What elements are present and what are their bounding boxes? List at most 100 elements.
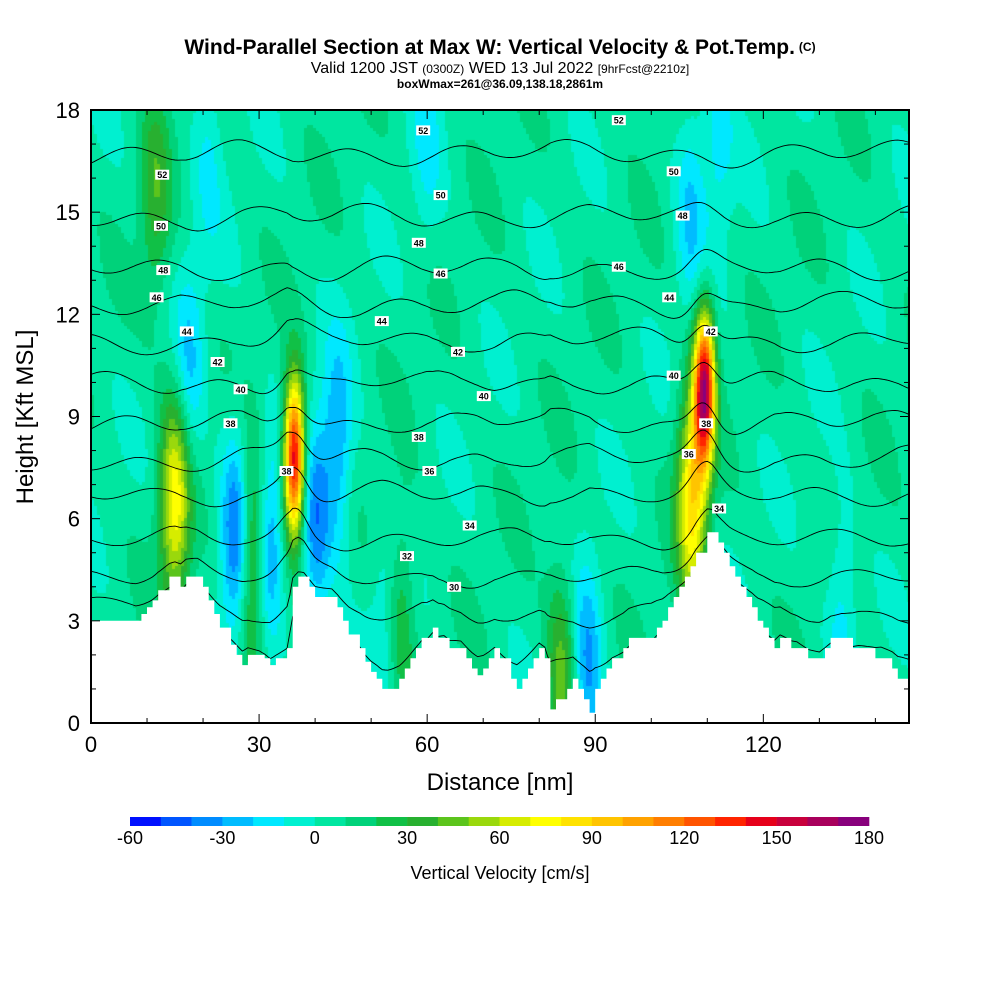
contour-label-text: 46 [614,262,624,272]
valid-time-prefix: Valid 1200 JST [310,60,418,77]
y-tick-label: 15 [56,200,80,225]
contour-label: 48 [411,237,426,248]
theta-contour-36 [91,460,909,508]
x-axis-label: Distance [nm] [427,769,574,796]
colorbar-tick-label: -60 [117,828,143,848]
colorbar-swatch [499,817,531,826]
theta-contour-34 [91,507,909,552]
colorbar-swatch [838,817,870,826]
contour-label: 34 [462,520,477,531]
contour-label-text: 52 [614,116,624,126]
contour-label: 52 [611,115,626,126]
contour-label: 32 [400,551,414,562]
contour-label: 46 [149,292,164,303]
contour-label-text: 46 [436,269,446,279]
contour-label-text: 40 [669,371,679,381]
contour-label-text: 50 [156,221,166,231]
contour-label: 44 [374,316,389,327]
colorbar-label: Vertical Velocity [cm/s] [410,863,590,883]
y-tick-label: 3 [68,609,80,634]
colorbar-tick-label: 60 [489,828,509,848]
contour-label: 40 [233,384,248,395]
contour-label: 48 [156,265,171,276]
chart-title-text: Wind-Parallel Section at Max W: Vertical… [184,36,795,59]
colorbar-swatch [222,817,254,826]
contour-label-text: 36 [424,467,434,477]
y-tick-label: 0 [68,711,80,736]
contour-label-text: 44 [182,327,192,337]
potential-temperature-contours [91,139,909,672]
contour-label-text: 40 [236,385,246,395]
contour-label-text: 50 [436,191,446,201]
y-axis-label: Height [Kft MSL] [12,330,39,505]
x-tick-label: 120 [745,732,782,757]
contour-label-group: 52 50 48 46 44 42 40 38 38 52 50 48 46 44 42 40 38 36 34 32… [149,115,727,592]
colorbar-swatch [376,817,408,826]
contour-label: 34 [712,503,727,514]
contour-label: 42 [451,346,465,357]
contour-label-text: 36 [684,450,694,460]
colorbar-swatch [283,817,316,826]
x-tick-label: 60 [415,732,439,757]
contour-label-text: 34 [714,504,724,514]
contour-label: 50 [154,220,168,231]
contour-label: 36 [681,449,696,460]
contour-label-text: 42 [213,358,223,368]
contour-label: 46 [433,268,448,279]
colorbar-swatch [715,817,747,826]
colorbar-swatch [653,817,685,826]
contour-label: 38 [411,431,426,442]
y-tick-label: 9 [68,405,80,430]
contour-label: 42 [210,357,225,368]
contour-label-text: 38 [701,419,711,429]
theta-contour-52 [91,139,909,169]
contour-label: 52 [416,125,431,136]
valid-time-line: Valid 1200 JST (0300Z) WED 13 Jul 2022 [… [0,60,1000,78]
theta-contour-30 [91,558,909,629]
colorbar: -60 -30 0 30 60 90 120 150 180 [117,817,884,848]
copyright-mark: (C) [798,40,816,54]
contour-label: 50 [433,190,448,201]
contour-label: 40 [666,370,681,381]
contour-label: 52 [155,169,170,180]
valid-time-utc: (0300Z) [422,62,465,76]
colorbar-swatch [530,817,562,826]
colorbar-swatch [622,817,654,826]
theta-contour-50 [91,201,909,232]
colorbar-swatch [561,817,593,826]
colorbar-swatch [437,817,470,826]
colorbar-tick-label: 180 [854,828,884,848]
colorbar-tick-label: 0 [310,828,320,848]
colorbar-tick-label: 120 [669,828,699,848]
theta-contour-40 [91,402,909,435]
contour-label: 36 [422,466,437,477]
contour-label-text: 44 [664,293,674,303]
colorbar-swatch [745,817,777,826]
colorbar-swatch [684,817,716,826]
x-axis: 0 30 60 90 120 [85,110,876,757]
contour-label: 42 [703,326,718,337]
theta-contour-46 [91,287,909,319]
colorbar-swatch [253,817,285,826]
contour-label: 38 [699,418,714,429]
theta-contour-42 [91,362,909,395]
x-tick-label: 0 [85,732,97,757]
y-tick-label: 18 [56,98,80,123]
contour-label-text: 44 [377,317,387,327]
contour-label-text: 30 [449,582,459,592]
valid-date: WED 13 Jul 2022 [468,60,594,77]
contour-label-text: 34 [465,521,475,531]
contour-label-text: 38 [225,419,235,429]
colorbar-tick-label: -30 [209,828,235,848]
contour-label: 30 [447,581,462,592]
contour-label: 50 [666,166,681,177]
colorbar-swatch [345,817,377,826]
colorbar-tick-label: 90 [582,828,602,848]
contour-label-text: 52 [418,126,428,136]
x-tick-label: 30 [247,732,271,757]
contour-label: 48 [675,210,690,221]
contour-label-text: 46 [152,293,162,303]
contour-label-text: 32 [402,552,412,562]
colorbar-swatch [776,817,808,826]
